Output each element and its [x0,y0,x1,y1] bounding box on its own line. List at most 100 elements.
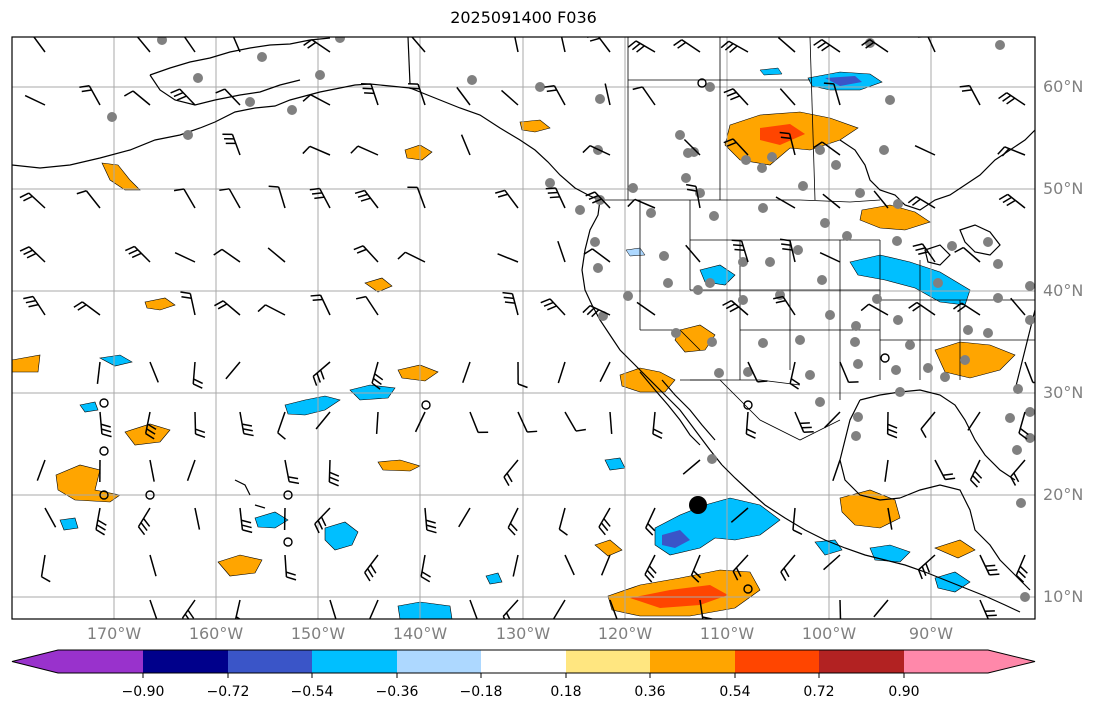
wind-barb-feather [588,194,599,201]
wind-barb-feather [585,191,596,197]
political-borders [600,37,1035,441]
wind-barb-staff [732,554,749,572]
wind-barb-feather [502,291,513,295]
wind-barb-staff [788,133,796,156]
wind-barb-staff [512,554,519,577]
wind-barb-staff [652,411,656,434]
wind-barb-feather [987,568,998,572]
wind-barb-feather [193,378,203,385]
wind-barb-feather [907,196,917,204]
wind-barb-staff [183,188,196,209]
wind-barb-feather [921,566,927,577]
wind-barb-feather [317,520,324,530]
wind-barb-staff [194,411,197,435]
wind-barb-feather [302,94,312,102]
wind-barb-feather [916,32,926,33]
wind-barb-staff [747,361,759,383]
wind-barb-feather [789,382,799,390]
wind-barb-staff [314,507,331,525]
wind-barb-staff [362,245,379,263]
wind-barb-staff [839,361,850,383]
wind-barb-staff [589,304,611,316]
graticule [12,37,1035,619]
wind-barb-feather [860,303,870,312]
wind-barb-feather [502,615,506,619]
wind-barb-feather [288,476,299,480]
wind-barb-staff [555,187,566,209]
wind-barb-staff [599,361,611,383]
wind-barb-staff [775,196,796,209]
wind-barb-feather [100,423,111,428]
lon-label: 100°W [801,624,857,643]
wind-barb-feather [720,40,730,49]
wind-barb-feather [1006,97,1016,105]
station-markers [107,37,1035,602]
wind-barb-feather [355,295,367,300]
wind-barb-staff [371,361,379,384]
wind-barb-feather [685,183,697,188]
wind-barb-staff [375,411,379,435]
wind-barb-feather [779,238,791,242]
wind-barb-staff [591,248,611,263]
wind-barb-feather [137,526,146,536]
wind-barb-feather [372,377,382,386]
wind-barb-staff [319,294,331,316]
wind-barb-staff [789,240,796,263]
wind-barb-staff [839,599,842,619]
wind-barbs [19,32,1035,619]
wind-barb-feather [507,527,516,536]
wind-barb-staff [745,411,749,434]
wind-barb-staff [329,599,337,619]
wind-barb-staff [1010,297,1026,316]
colorbar-segment [312,650,397,673]
wind-barb-staff [1007,193,1026,209]
wind-barb-feather [77,304,87,311]
wind-barb-feather [1017,570,1026,579]
wind-barb-feather [632,86,643,91]
lat-label: 30°N [1043,383,1084,402]
wind-barb-staff [315,411,331,430]
wind-barb-staff [819,251,841,263]
wind-barb-feather [549,196,560,199]
wind-barb-staff [503,459,519,478]
wind-barb-feather [692,570,702,579]
wind-barb-feather [23,195,33,202]
wind-barb-staff [192,361,196,384]
colorbar-extend-low [12,650,58,673]
wind-barb-feather [329,471,340,477]
wind-barb-feather [128,249,139,255]
wind-barb-staff [777,37,796,53]
wind-barb-staff [132,90,151,106]
wind-barb-feather [925,562,931,573]
colorbar-tick-label: 0.36 [634,684,666,700]
wind-barb-staff [319,188,331,209]
wind-barb-feather [545,187,556,190]
lat-label: 40°N [1043,281,1084,300]
wind-barb-feather [421,571,431,578]
wind-barb-staff [779,88,796,106]
colorbar-tick-label: −0.18 [459,684,503,700]
wind-barb-feather [26,252,37,259]
wind-barb-feather [677,41,687,49]
wind-barb-feather [353,245,364,251]
wind-barb-feather [309,187,320,191]
wind-barb-feather [942,473,953,476]
wind-barb-feather [319,369,325,380]
wind-barb-feather [329,481,339,487]
wind-barb-feather [723,88,734,94]
wind-barb-feather [172,37,174,38]
wind-barb-staff [962,246,981,263]
wind-barb-feather [961,89,973,92]
wind-barb-staff [644,554,656,575]
lat-label: 50°N [1043,179,1084,198]
wind-barb-feather [627,40,637,48]
wind-barb-feather [241,423,253,427]
wind-barb-feather [645,527,654,536]
lon-label: 130°W [495,624,551,643]
colorbar-segment [819,650,904,673]
wind-barb-feather [746,433,756,439]
wind-barb-staff [311,39,331,53]
wind-barb-staff [557,361,566,384]
wind-barb-feather [589,37,600,42]
wind-barb-feather [865,41,875,49]
